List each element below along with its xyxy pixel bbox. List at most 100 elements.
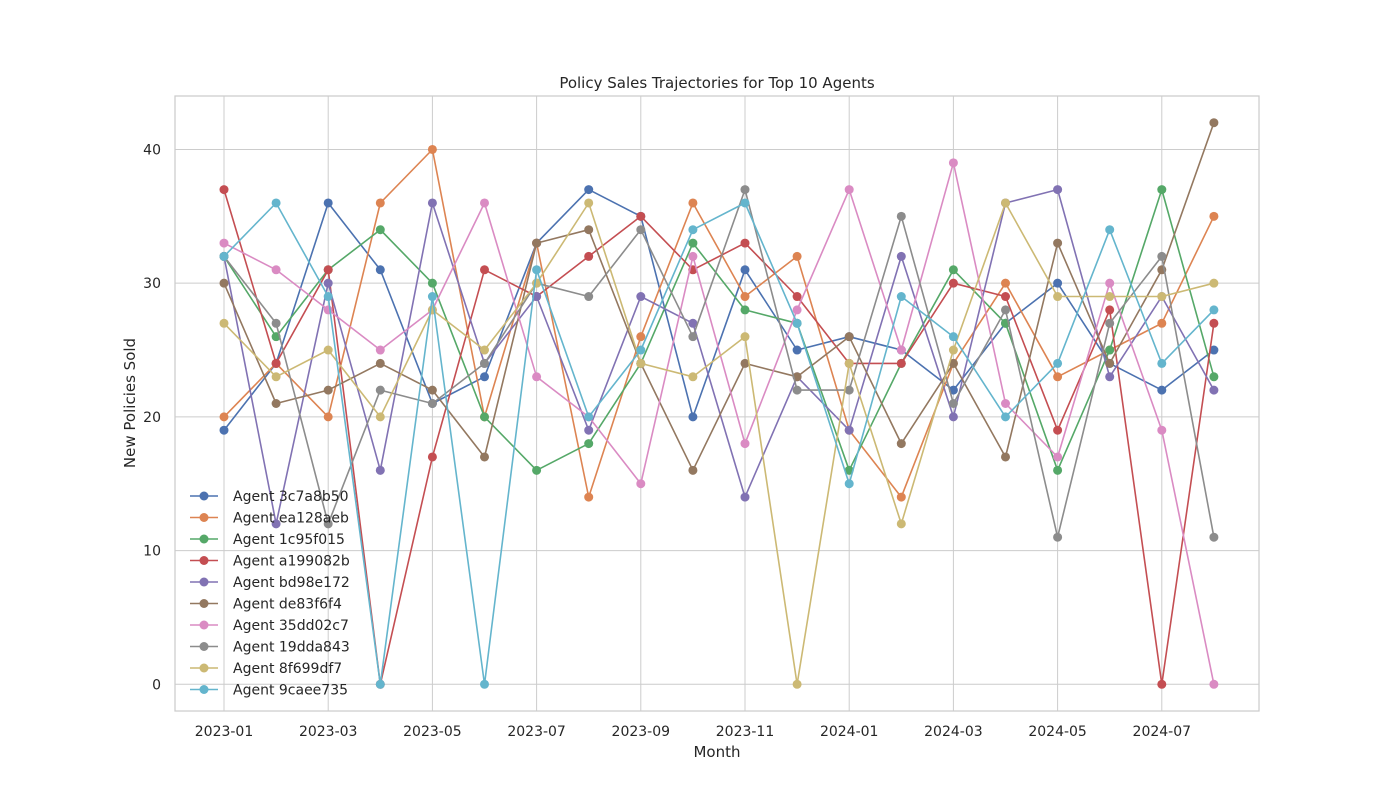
data-point — [219, 238, 229, 248]
data-point — [480, 412, 489, 422]
data-point — [1157, 318, 1167, 328]
data-point — [948, 412, 958, 422]
data-point — [1053, 278, 1063, 288]
data-point — [844, 332, 854, 342]
data-point — [688, 198, 698, 208]
data-point — [844, 479, 854, 489]
data-point — [896, 211, 906, 221]
data-point — [1209, 679, 1219, 689]
data-point — [1209, 345, 1219, 355]
data-point — [271, 372, 281, 382]
data-point — [740, 332, 750, 342]
legend-marker — [199, 556, 209, 565]
data-point — [1157, 425, 1167, 435]
series-10 — [219, 198, 1219, 689]
data-point — [1105, 225, 1115, 235]
data-point — [584, 251, 594, 261]
data-point — [219, 318, 229, 328]
data-point — [1001, 292, 1010, 302]
data-point — [1001, 305, 1010, 315]
data-point — [219, 185, 229, 195]
series-line — [223, 122, 1215, 472]
data-point — [636, 479, 646, 489]
data-point — [740, 265, 750, 275]
data-point — [375, 225, 385, 235]
chart-title: Policy Sales Trajectories for Top 10 Age… — [559, 74, 875, 92]
legend-marker — [199, 642, 209, 651]
data-point — [1105, 358, 1115, 368]
data-point — [584, 439, 594, 449]
data-point — [688, 238, 698, 248]
data-point — [948, 385, 958, 395]
data-point — [1001, 278, 1010, 288]
series-layer — [219, 118, 1219, 689]
legend-marker — [199, 577, 209, 587]
data-point — [1209, 385, 1219, 395]
x-tick-labels: 2023-01 2023-03 2023-05 2023-07 2023-09 2023-… — [195, 724, 1191, 740]
y-tick-label: 0 — [152, 677, 161, 693]
data-point — [1053, 292, 1063, 302]
data-point — [844, 185, 854, 195]
data-point — [480, 358, 489, 368]
legend-item: Agent 1c95f015 — [190, 532, 345, 548]
data-point — [896, 358, 906, 368]
series-line — [223, 188, 1215, 525]
legend-marker — [199, 491, 209, 501]
data-point — [1157, 185, 1167, 195]
data-point — [1001, 198, 1010, 208]
data-point — [948, 278, 958, 288]
data-point — [375, 358, 385, 368]
data-point — [948, 332, 958, 342]
data-point — [427, 144, 437, 154]
data-point — [740, 492, 750, 502]
data-point — [896, 251, 906, 261]
data-point — [948, 358, 958, 368]
data-point — [219, 425, 229, 435]
data-point — [219, 251, 229, 261]
legend-label: Agent 35dd02c7 — [233, 618, 349, 634]
data-point — [792, 292, 802, 302]
data-point — [844, 358, 854, 368]
legend-label: Agent 9caee735 — [233, 683, 348, 699]
data-point — [584, 198, 594, 208]
data-point — [271, 318, 281, 328]
data-point — [896, 492, 906, 502]
series-7 — [219, 158, 1219, 689]
legend-marker — [199, 599, 209, 608]
data-point — [844, 465, 854, 475]
data-point — [740, 198, 750, 208]
data-point — [1209, 372, 1219, 382]
data-point — [636, 211, 646, 221]
series-line — [223, 188, 1215, 431]
series-line — [223, 148, 1215, 498]
data-point — [427, 292, 437, 302]
data-point — [323, 292, 333, 302]
data-point — [688, 332, 698, 342]
legend-marker — [199, 534, 209, 544]
data-point — [1157, 385, 1167, 395]
series-line — [223, 162, 1215, 685]
data-point — [1053, 425, 1063, 435]
data-point — [219, 412, 229, 422]
data-point — [532, 292, 542, 302]
legend-label: Agent a199082b — [233, 554, 350, 570]
y-axis-label: New Policies Sold — [121, 338, 139, 468]
series-9 — [219, 198, 1219, 689]
data-point — [688, 251, 698, 261]
data-point — [740, 238, 750, 248]
legend-item: Agent de83f6f4 — [190, 597, 342, 613]
data-point — [1209, 305, 1219, 315]
data-point — [584, 292, 594, 302]
data-point — [948, 265, 958, 275]
data-point — [323, 412, 333, 422]
data-point — [792, 305, 802, 315]
data-point — [375, 679, 385, 689]
data-point — [1157, 358, 1167, 368]
data-point — [271, 358, 281, 368]
data-point — [584, 185, 594, 195]
data-point — [636, 358, 646, 368]
data-point — [1157, 292, 1167, 302]
data-point — [1105, 372, 1115, 382]
